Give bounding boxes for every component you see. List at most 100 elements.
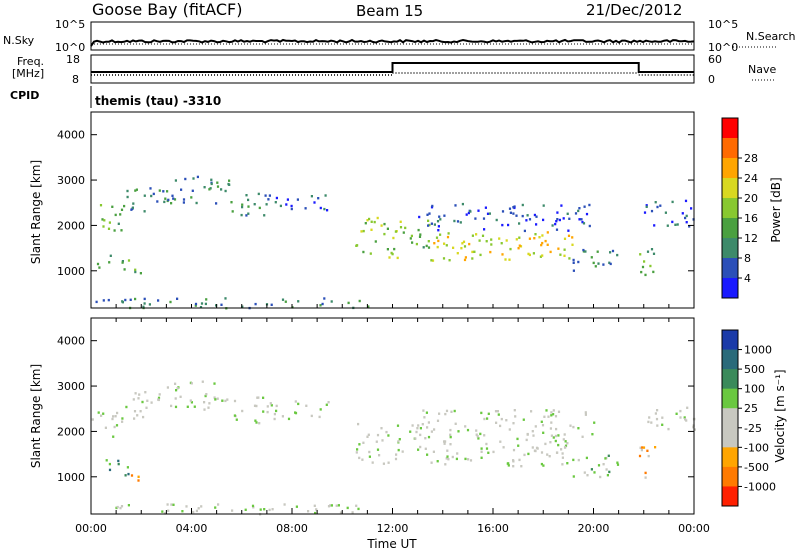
power-echo-cell: [427, 240, 430, 243]
velocity-echo-cell: [656, 409, 659, 412]
velocity-echo-cell: [163, 512, 167, 515]
power-echo-cell: [284, 300, 287, 303]
power-echo-cell: [544, 239, 547, 243]
power-echo-cell: [608, 261, 611, 264]
velocity-echo-cell: [542, 431, 545, 434]
velocity-echo-cell: [560, 448, 563, 451]
velocity-echo-cell: [253, 404, 257, 407]
velocity-echo-cell: [572, 425, 575, 429]
velocity-echo-cell: [117, 462, 120, 466]
power-echo-cell: [418, 235, 422, 238]
velocity-colorbar-tick-label: 100: [744, 383, 765, 396]
power-echo-cell: [439, 218, 442, 221]
power-echo-cell: [471, 250, 474, 254]
power-echo-cell: [509, 211, 512, 214]
velocity-echo-cell: [231, 509, 234, 512]
power-echo-cell: [126, 195, 129, 199]
velocity-echo-cell: [584, 411, 587, 414]
power-echo-cell: [578, 207, 581, 210]
power-echo-cell: [203, 186, 206, 189]
velocity-echo-cell: [421, 423, 424, 426]
power-echo-cell: [436, 220, 440, 223]
power-echo-cell: [245, 214, 248, 217]
velocity-echo-cell: [526, 432, 529, 436]
power-echo-cell: [326, 209, 329, 212]
power-echo-cell: [373, 220, 376, 224]
power-echo-cell: [557, 247, 560, 250]
power-echo-cell: [163, 200, 166, 204]
power-echo-cell: [121, 301, 124, 304]
velocity-echoes: [91, 380, 696, 516]
velocity-echo-cell: [424, 447, 427, 450]
power-echo-cell: [571, 243, 574, 246]
y-tick-label: 3000: [57, 174, 85, 187]
power-echo-cell: [199, 306, 203, 309]
y-tick-label: 3000: [57, 380, 85, 393]
velocity-echo-cell: [564, 444, 568, 447]
power-echo-cell: [671, 200, 674, 204]
velocity-echo-cell: [532, 434, 535, 437]
velocity-echo-cell: [564, 445, 567, 449]
power-echo-cell: [184, 177, 187, 181]
power-echo-cell: [428, 212, 431, 215]
power-echo-cell: [442, 257, 446, 260]
power-echo-cell: [578, 218, 581, 221]
velocity-echo-cell: [337, 504, 340, 507]
power-colorbar-swatch: [722, 258, 738, 279]
power-echo-cell: [196, 175, 199, 179]
power-echo-cell: [551, 224, 554, 227]
power-echo-cell: [194, 302, 198, 306]
power-echo-cell: [190, 196, 193, 199]
power-echo-cell: [475, 233, 478, 236]
power-echo-cell: [597, 262, 600, 265]
power-echo-cell: [396, 256, 399, 260]
velocity-echo-cell: [121, 420, 124, 423]
velocity-echo-cell: [425, 411, 428, 414]
power-echo-cell: [572, 258, 575, 262]
velocity-echo-cell: [397, 448, 400, 452]
power-echo-cell: [641, 265, 645, 269]
velocity-echo-cell: [172, 503, 175, 506]
velocity-echo-cell: [378, 454, 381, 457]
velocity-echo-cell: [483, 417, 486, 421]
power-echo-cell: [616, 253, 619, 257]
velocity-echo-cell: [604, 457, 607, 460]
power-echo-cell: [664, 211, 667, 214]
velocity-colorbar-tick-label: 500: [744, 363, 765, 376]
power-echo-cell: [546, 231, 549, 234]
power-echo-cell: [555, 228, 559, 231]
power-echo-cell: [247, 205, 250, 208]
velocity-echo-cell: [584, 413, 587, 416]
power-echo-cell: [448, 259, 451, 262]
velocity-echo-cell: [430, 430, 433, 433]
power-echo-cell: [210, 178, 213, 181]
power-echo-cell: [654, 201, 657, 204]
velocity-echo-cell: [355, 504, 358, 507]
velocity-echo-cell: [546, 453, 549, 456]
velocity-echo-cell: [550, 414, 553, 417]
power-echo-cell: [515, 214, 518, 217]
power-echo-cell: [581, 220, 584, 224]
power-echo-cell: [474, 217, 477, 220]
velocity-echo-cell: [661, 416, 664, 419]
velocity-echo-cell: [422, 409, 425, 412]
velocity-echo-cell: [531, 446, 534, 449]
velocity-colorbar-tick-label: -100: [744, 441, 769, 454]
power-echo-cell: [566, 212, 569, 215]
power-echo-cell: [532, 252, 535, 255]
velocity-echo-cell: [269, 402, 272, 405]
power-echo-cell: [220, 188, 223, 191]
x-tick-label: 00:00: [75, 522, 107, 535]
velocity-echo-cell: [426, 426, 429, 429]
power-echo-cell: [498, 237, 501, 240]
velocity-echo-cell: [449, 443, 452, 446]
velocity-echo-cell: [457, 430, 460, 433]
power-echo-cell: [585, 212, 589, 216]
power-echo-cell: [463, 245, 467, 248]
power-echo-cell: [528, 253, 531, 257]
velocity-echo-cell: [121, 417, 124, 420]
x-tick-label: 16:00: [477, 522, 509, 535]
velocity-echo-cell: [644, 476, 647, 479]
velocity-echo-cell: [266, 405, 269, 408]
velocity-echo-cell: [545, 409, 548, 412]
